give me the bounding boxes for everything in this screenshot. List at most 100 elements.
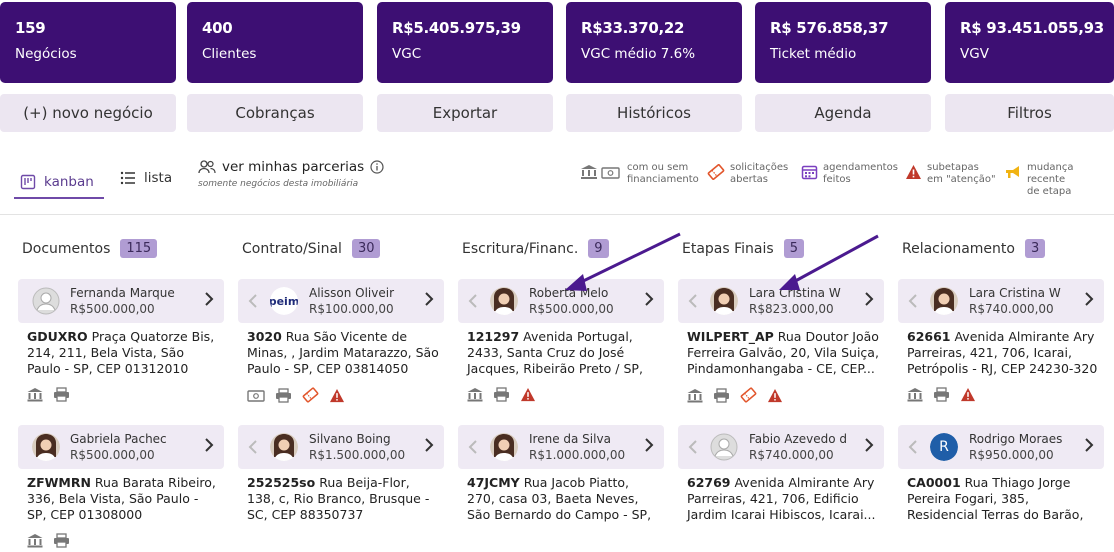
chevron-left-icon[interactable]	[688, 439, 698, 459]
card-status-icons	[18, 533, 224, 552]
client-name: Irene da Silva	[529, 432, 611, 446]
legend-solicitacoes: solicitações abertas	[707, 162, 788, 186]
chevron-left-icon[interactable]	[908, 439, 918, 459]
printer-icon	[493, 387, 510, 406]
avatar: peim	[270, 287, 298, 315]
bank-icon	[27, 387, 43, 406]
legend-text: em "atenção"	[927, 174, 996, 185]
printer-icon	[713, 387, 730, 407]
avatar	[710, 287, 738, 315]
novo-negocio-button[interactable]: (+) novo negócio	[0, 94, 176, 132]
property-code: 47JCMY	[467, 475, 520, 490]
chevron-left-icon[interactable]	[468, 439, 478, 459]
chevron-right-icon[interactable]	[1084, 437, 1094, 457]
chevron-right-icon[interactable]	[864, 437, 874, 457]
deal-card[interactable]: peim Alisson Oliveir R$100.000,00 3020 Rua …	[238, 279, 444, 407]
chevron-right-icon[interactable]	[204, 291, 214, 311]
historicos-button[interactable]: Históricos	[566, 94, 742, 132]
deal-card[interactable]: Irene da Silva R$1.000.000,00 47JCMY Rua J…	[458, 425, 664, 523]
property-code: 252525so	[247, 475, 316, 490]
stat-value: R$ 576.858,37	[770, 19, 889, 37]
users-icon	[198, 160, 216, 174]
stat-label: VGC	[392, 46, 422, 62]
card-header: R Rodrigo Moraes R$950.000,00	[898, 425, 1104, 469]
legend-text: com ou sem	[627, 162, 689, 173]
tab-lista-label: lista	[144, 170, 173, 186]
chevron-right-icon[interactable]	[1084, 291, 1094, 311]
column-header: Escritura/Financ. 9	[462, 239, 609, 258]
tab-lista[interactable]: lista	[120, 167, 172, 189]
exportar-button[interactable]: Exportar	[377, 94, 553, 132]
property-code: 3020	[247, 329, 282, 344]
filtros-button[interactable]: Filtros	[945, 94, 1114, 132]
legend-text: subetapas	[927, 162, 979, 173]
agenda-button[interactable]: Agenda	[755, 94, 931, 132]
chevron-left-icon[interactable]	[248, 293, 258, 313]
printer-icon	[53, 387, 70, 406]
stat-vgv: R$ 93.451.055,93 VGV	[945, 2, 1114, 83]
client-name: Rodrigo Moraes	[969, 432, 1063, 446]
chevron-left-icon[interactable]	[248, 439, 258, 459]
kanban-board: Documentos 115 Fernanda Marque R$500.000,00…	[0, 214, 1114, 548]
cobrancas-button[interactable]: Cobranças	[187, 94, 363, 132]
tab-kanban-label: kanban	[44, 174, 94, 190]
card-status-icons	[678, 387, 884, 407]
tab-kanban[interactable]: kanban	[14, 167, 104, 199]
stat-vgc: R$5.405.975,39 VGC	[377, 2, 553, 83]
bank-icon	[467, 387, 483, 406]
deal-price: R$500.000,00	[70, 302, 155, 316]
stat-vgc-medio: R$33.370,22 VGC médio 7.6%	[566, 2, 742, 83]
card-header: Lara Cristina W R$823.000,00	[678, 279, 884, 323]
property-address: Rua Jacob Piatto, 270, casa 03, Baeta Ne…	[467, 475, 652, 522]
chevron-left-icon[interactable]	[688, 293, 698, 313]
chevron-right-icon[interactable]	[424, 291, 434, 311]
client-name: Silvano Boing	[309, 432, 391, 446]
kanban-icon	[20, 174, 36, 190]
deal-card[interactable]: Fernanda Marque R$500.000,00 GDUXRO Praça …	[18, 279, 224, 406]
chevron-right-icon[interactable]	[644, 437, 654, 457]
card-header: peim Alisson Oliveir R$100.000,00	[238, 279, 444, 323]
chevron-right-icon[interactable]	[424, 437, 434, 457]
parcerias-toggle[interactable]: ver minhas parcerias somente negócios de…	[198, 159, 384, 189]
stat-value: 400	[202, 19, 233, 37]
client-name: Fabio Azevedo d	[749, 432, 848, 446]
column-count-badge: 9	[588, 239, 609, 258]
warning-icon	[520, 387, 536, 406]
legend-mudanca: mudança recente de etapa	[1004, 162, 1114, 198]
deal-card[interactable]: R Rodrigo Moraes R$950.000,00 CA0001 Rua Th…	[898, 425, 1104, 523]
ticket-icon	[707, 164, 725, 184]
view-toolbar: kanban lista ver minhas parcerias soment…	[0, 155, 1114, 205]
deal-price: R$500.000,00	[529, 302, 614, 316]
deal-card[interactable]: Lara Cristina W R$740.000,00 62661 Avenida…	[898, 279, 1104, 406]
info-icon[interactable]	[370, 160, 384, 174]
chevron-left-icon[interactable]	[908, 293, 918, 313]
chevron-left-icon[interactable]	[468, 293, 478, 313]
deal-card[interactable]: Roberta Melo R$500.000,00 121297 Avenida P…	[458, 279, 664, 406]
avatar	[32, 433, 60, 461]
deal-price: R$740.000,00	[749, 448, 834, 462]
chevron-right-icon[interactable]	[204, 437, 214, 457]
client-name: Lara Cristina W	[749, 286, 841, 300]
legend-agendamentos: agendamentos feitos	[801, 162, 898, 186]
property-address: Rua Barata Ribeiro, 336, Bela Vista, São…	[27, 475, 216, 522]
megaphone-icon	[1004, 164, 1022, 184]
stat-label: VGV	[960, 46, 989, 62]
card-status-icons	[898, 387, 1104, 406]
deal-card[interactable]: Lara Cristina W R$823.000,00 WILPERT_AP Ru…	[678, 279, 884, 407]
money-icon	[247, 388, 265, 407]
client-name: Fernanda Marque	[70, 286, 175, 300]
chevron-right-icon[interactable]	[644, 291, 654, 311]
chevron-right-icon[interactable]	[864, 291, 874, 311]
legend-text: solicitações	[730, 162, 789, 173]
stat-label: Clientes	[202, 46, 257, 62]
deal-card[interactable]: Fabio Azevedo d R$740.000,00 62769 Avenida…	[678, 425, 884, 523]
stat-value: R$33.370,22	[581, 19, 685, 37]
card-header: Gabriela Pachec R$500.000,00	[18, 425, 224, 469]
column-count-badge: 3	[1024, 239, 1046, 258]
avatar	[930, 287, 958, 315]
property-code: WILPERT_AP	[687, 329, 774, 344]
stat-value: R$ 93.451.055,93	[960, 19, 1104, 37]
deal-price: R$950.000,00	[969, 448, 1054, 462]
deal-card[interactable]: Gabriela Pachec R$500.000,00 ZFWMRN Rua Ba…	[18, 425, 224, 552]
deal-card[interactable]: Silvano Boing R$1.500.000,00 252525so Rua …	[238, 425, 444, 523]
